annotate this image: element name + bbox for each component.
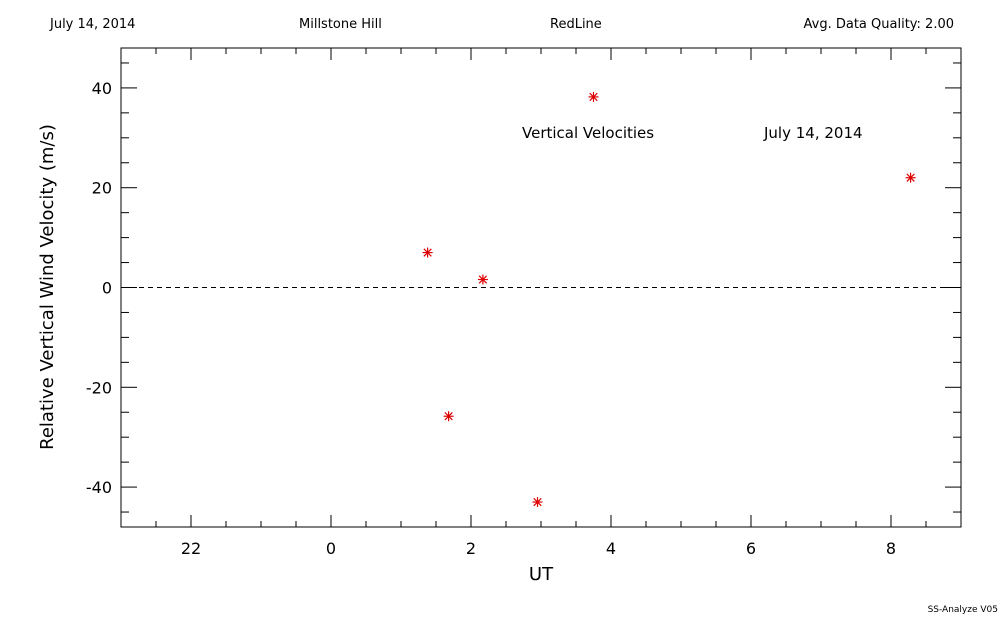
header-quality: Avg. Data Quality: 2.00 <box>803 17 954 32</box>
y-tick-label: 40 <box>92 79 112 98</box>
data-point <box>422 247 433 258</box>
x-tick-label: 4 <box>606 539 616 558</box>
x-tick-label: 2 <box>466 539 476 558</box>
y-tick-label: -20 <box>86 378 112 397</box>
data-point <box>443 411 454 422</box>
header-date: July 14, 2014 <box>50 17 136 32</box>
x-tick-label: 8 <box>886 539 896 558</box>
x-tick-label: 22 <box>181 539 201 558</box>
x-axis-label: UT <box>529 564 554 585</box>
version-label: SS-Analyze V05 <box>927 605 998 615</box>
header-site: Millstone Hill <box>299 17 382 32</box>
y-tick-label: 20 <box>92 179 112 198</box>
data-point <box>588 91 599 102</box>
y-axis-label: Relative Vertical Wind Velocity (m/s) <box>37 124 58 450</box>
x-tick-label: 6 <box>746 539 756 558</box>
header-line: RedLine <box>550 17 602 32</box>
y-tick-label: -40 <box>86 478 112 497</box>
data-point <box>532 497 543 508</box>
data-point <box>905 172 916 183</box>
x-tick-label: 0 <box>326 539 336 558</box>
annotation-title: Vertical Velocities <box>522 124 654 142</box>
data-point <box>477 274 488 285</box>
y-tick-label: 0 <box>102 279 112 298</box>
annotation-date: July 14, 2014 <box>763 124 863 142</box>
